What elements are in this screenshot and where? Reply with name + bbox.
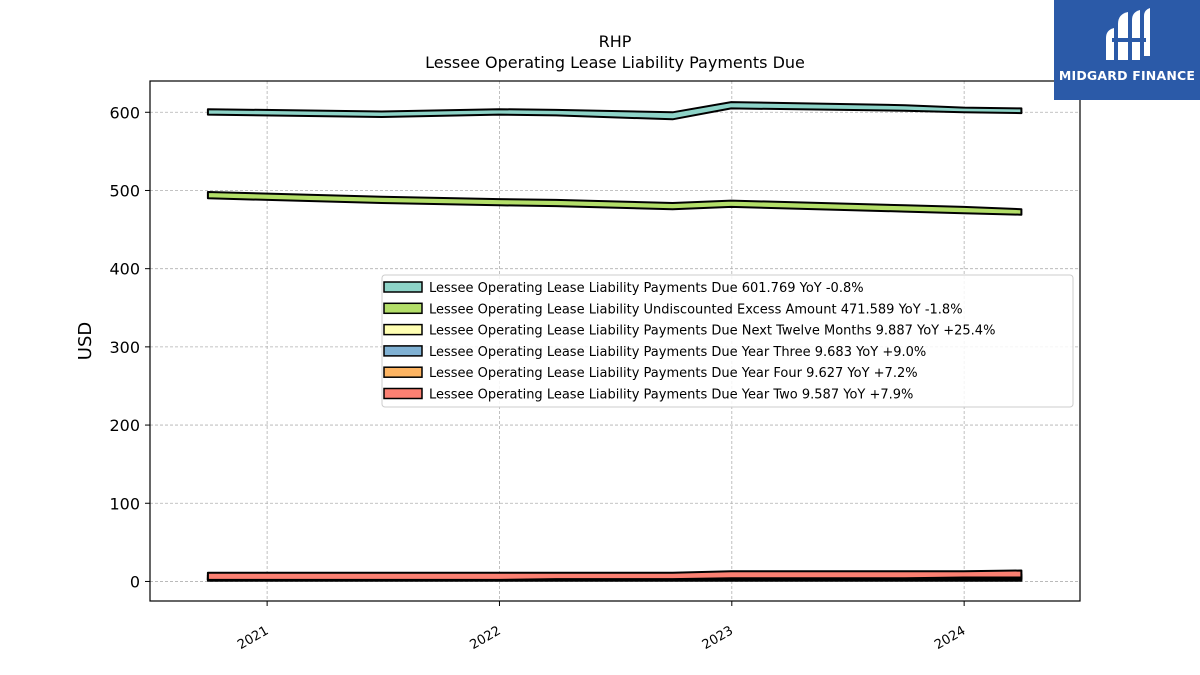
y-tick-label: 200 — [109, 416, 140, 435]
y-tick-label: 300 — [109, 338, 140, 357]
y-tick-label: 400 — [109, 260, 140, 279]
legend-label: Lessee Operating Lease Liability Payment… — [429, 388, 913, 403]
series-area — [206, 101, 1023, 121]
series-area — [206, 569, 1023, 581]
legend-label: Lessee Operating Lease Liability Payment… — [429, 281, 864, 296]
x-tick-label: 2024 — [932, 623, 968, 653]
logo-text: MIDGARD FINANCE — [1058, 68, 1196, 83]
legend-swatch — [383, 323, 423, 336]
y-axis: 0 100 200 300 400 500 600 — [109, 103, 150, 591]
series-area — [206, 191, 1023, 216]
legend-box — [381, 274, 1074, 408]
legend-swatch — [383, 302, 423, 315]
legend-label: Lessee Operating Lease Liability Payment… — [429, 345, 926, 360]
x-axis: 2021 2022 2023 2024 — [235, 601, 968, 653]
legend-label: Lessee Operating Lease Liability Payment… — [429, 366, 918, 381]
y-tick-label: 0 — [130, 572, 140, 591]
legend: Lessee Operating Lease Liability Payment… — [381, 274, 1074, 408]
plot-frame — [149, 80, 1081, 602]
legend-label: Lessee Operating Lease Liability Payment… — [429, 324, 995, 339]
midgard-logo-icon — [1106, 8, 1150, 60]
x-tick-label: 2023 — [700, 623, 736, 653]
legend-swatch — [383, 387, 423, 400]
y-tick-label: 600 — [109, 103, 140, 122]
chart-title: RHP — [599, 32, 632, 51]
y-axis-label: USD — [75, 322, 96, 360]
legend-label: Lessee Operating Lease Liability Undisco… — [429, 302, 963, 317]
x-tick-label: 2022 — [467, 623, 503, 653]
y-tick-label: 500 — [109, 181, 140, 200]
midgard-logo: MIDGARD FINANCE — [1054, 0, 1200, 100]
legend-swatch — [383, 281, 423, 293]
y-tick-label: 100 — [109, 494, 140, 513]
x-tick-label: 2021 — [235, 623, 271, 653]
legend-swatch — [383, 366, 423, 378]
legend-swatch — [383, 345, 423, 357]
series-areas — [206, 101, 1023, 582]
chart-subtitle: Lessee Operating Lease Liability Payment… — [425, 53, 805, 72]
